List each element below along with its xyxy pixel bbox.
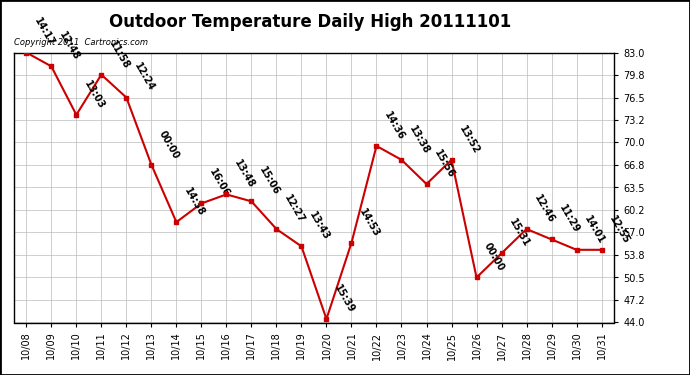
Text: 14:17: 14:17 — [32, 16, 56, 48]
Text: 00:00: 00:00 — [157, 129, 181, 160]
Text: 00:00: 00:00 — [482, 242, 506, 273]
Text: 12:24: 12:24 — [132, 62, 156, 93]
Text: 13:48: 13:48 — [232, 158, 256, 190]
Text: 11:58: 11:58 — [107, 39, 131, 70]
Text: 13:43: 13:43 — [307, 210, 331, 242]
Text: 12:48: 12:48 — [57, 30, 81, 62]
Text: 14:36: 14:36 — [382, 110, 406, 142]
Text: 15:06: 15:06 — [257, 165, 281, 197]
Text: 11:29: 11:29 — [557, 203, 581, 235]
Text: 12:55: 12:55 — [607, 214, 631, 246]
Text: Outdoor Temperature Daily High 20111101: Outdoor Temperature Daily High 20111101 — [110, 13, 511, 31]
Text: Copyright 2011  Cartronics.com: Copyright 2011 Cartronics.com — [14, 38, 148, 47]
Text: 13:03: 13:03 — [82, 79, 106, 111]
Text: 12:27: 12:27 — [282, 193, 306, 225]
Text: 14:01: 14:01 — [582, 214, 607, 246]
Text: 13:38: 13:38 — [407, 124, 431, 156]
Text: 16:06: 16:06 — [207, 167, 231, 199]
Text: 14:53: 14:53 — [357, 207, 381, 239]
Text: 12:46: 12:46 — [532, 193, 556, 225]
Text: 15:39: 15:39 — [332, 283, 356, 315]
Text: 14:38: 14:38 — [182, 186, 206, 218]
Text: 15:56: 15:56 — [432, 148, 456, 180]
Text: 15:31: 15:31 — [507, 217, 531, 249]
Text: 13:52: 13:52 — [457, 124, 481, 156]
